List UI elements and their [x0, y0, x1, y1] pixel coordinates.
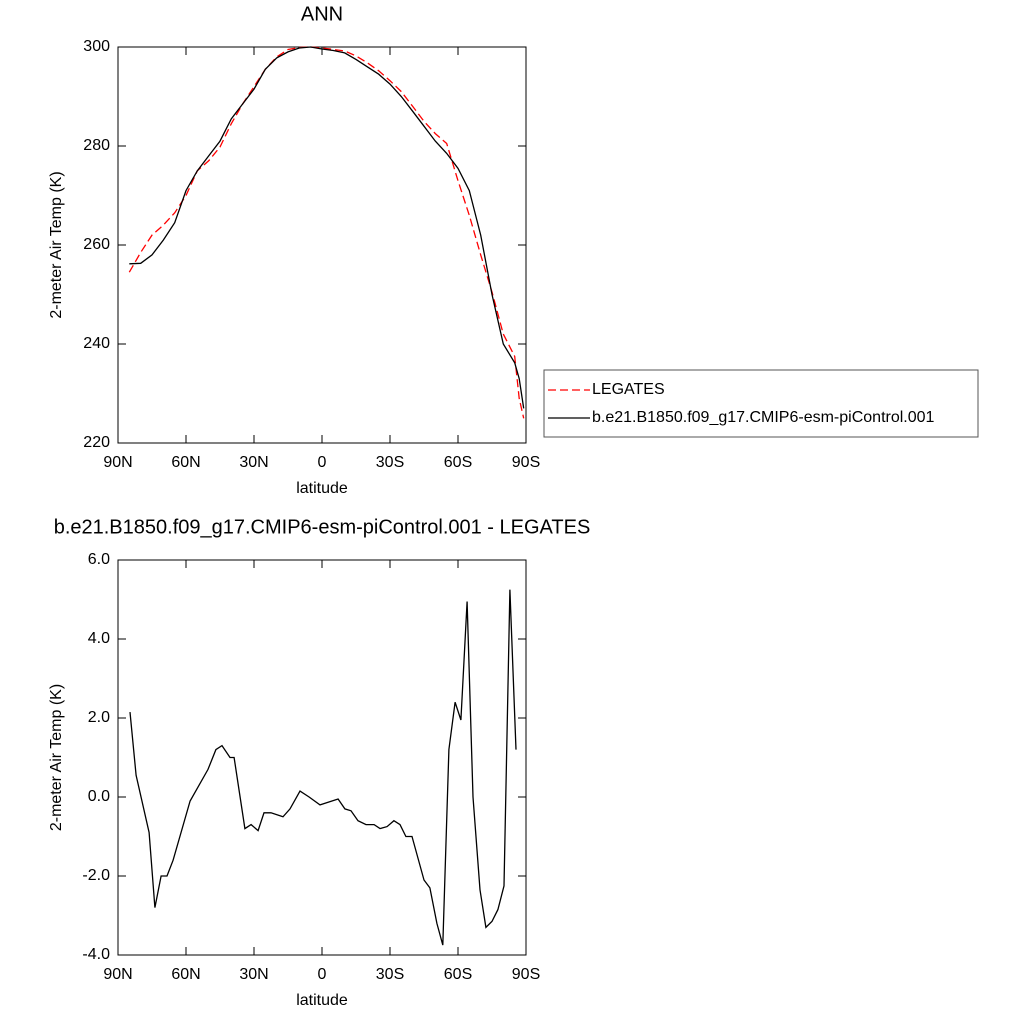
y-axis-label: 2-meter Air Temp (K): [48, 171, 65, 318]
x-axis-label: latitude: [296, 480, 348, 497]
chart-title: b.e21.B1850.f09_g17.CMIP6-esm-piControl.…: [54, 516, 591, 538]
chart-title: ANN: [301, 3, 343, 25]
x-tick-label: 30N: [239, 966, 268, 983]
x-tick-label: 30N: [239, 454, 268, 471]
series-line: [128, 46, 525, 419]
y-tick-label: 300: [83, 38, 110, 55]
x-tick-label: 90N: [103, 966, 132, 983]
legend-box: [543, 369, 979, 438]
y-tick-label: -2.0: [82, 867, 110, 884]
y-tick-label: 220: [83, 434, 110, 451]
x-tick-label: 60N: [171, 454, 200, 471]
x-tick-label: 60N: [171, 966, 200, 983]
x-tick-label: 30S: [376, 454, 404, 471]
plot-frame: [117, 46, 527, 444]
x-tick-label: 0: [318, 454, 327, 471]
x-tick-label: 90S: [512, 454, 540, 471]
y-axis-label: 2-meter Air Temp (K): [48, 684, 65, 831]
y-tick-label: 2.0: [88, 709, 110, 726]
y-tick-label: 260: [83, 236, 110, 253]
legend-label: LEGATES: [592, 381, 665, 398]
legend-label: b.e21.B1850.f09_g17.CMIP6-esm-piControl.…: [592, 409, 935, 426]
x-axis-label: latitude: [296, 992, 348, 1009]
x-tick-label: 60S: [444, 454, 472, 471]
x-tick-label: 30S: [376, 966, 404, 983]
y-tick-label: -4.0: [82, 946, 110, 963]
x-tick-label: 60S: [444, 966, 472, 983]
series-line: [129, 589, 517, 946]
series-line: [129, 46, 525, 409]
x-tick-label: 90S: [512, 966, 540, 983]
x-tick-label: 0: [318, 966, 327, 983]
y-tick-label: 0.0: [88, 788, 110, 805]
y-tick-label: 240: [83, 335, 110, 352]
y-tick-label: 4.0: [88, 630, 110, 647]
y-tick-label: 280: [83, 137, 110, 154]
x-tick-label: 90N: [103, 454, 132, 471]
plot-frame: [117, 559, 527, 956]
y-tick-label: 6.0: [88, 551, 110, 568]
